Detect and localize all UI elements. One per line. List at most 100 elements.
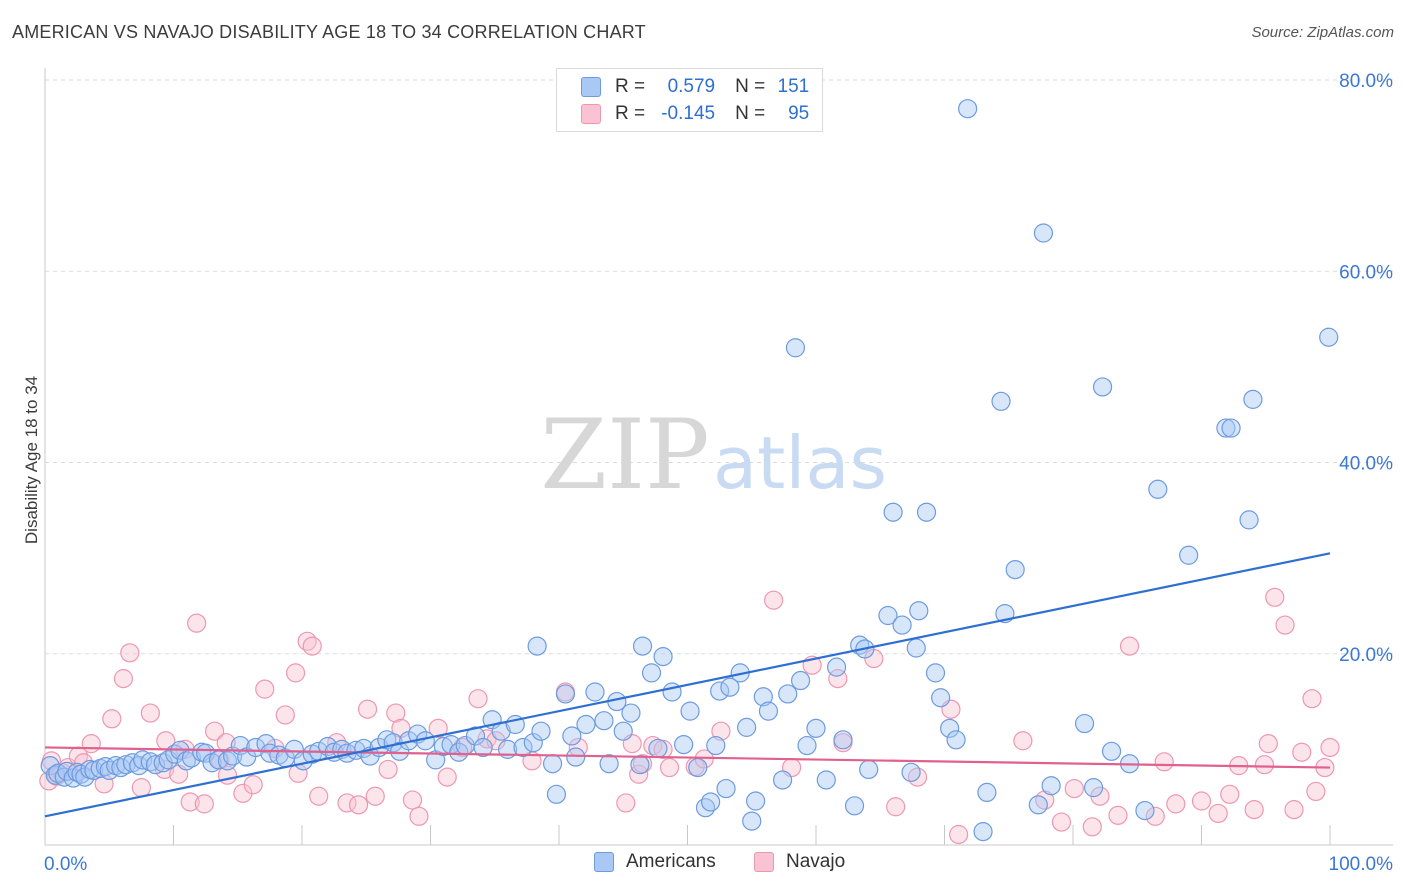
bottom-legend-americans-label: Americans bbox=[626, 851, 716, 872]
navajo-point-84 bbox=[1166, 794, 1186, 814]
navajo-point-87 bbox=[1220, 784, 1240, 804]
americans-point-103 bbox=[742, 811, 762, 831]
navajo-point-9 bbox=[102, 709, 122, 729]
navajo-point-99 bbox=[1320, 737, 1340, 758]
navajo-point-27 bbox=[255, 679, 275, 699]
americans-point-70 bbox=[513, 737, 533, 758]
americans-point-75 bbox=[546, 784, 567, 804]
y-tick-label-1: 40.0% bbox=[1339, 454, 1393, 475]
americans-point-90 bbox=[653, 647, 673, 667]
navajo-point-58 bbox=[643, 735, 663, 756]
americans-point-139 bbox=[1041, 776, 1061, 796]
americans-point-36 bbox=[246, 737, 266, 758]
americans-point-89 bbox=[648, 738, 668, 759]
navajo-swatch bbox=[581, 104, 601, 124]
navajo-point-70 bbox=[886, 797, 906, 817]
americans-point-65 bbox=[473, 737, 493, 758]
americans-point-102 bbox=[737, 717, 757, 737]
navajo-trend-line bbox=[44, 746, 1331, 769]
americans-point-120 bbox=[878, 605, 898, 626]
americans-point-73 bbox=[531, 721, 551, 741]
americans-point-130 bbox=[946, 730, 966, 750]
navajo-point-44 bbox=[409, 806, 429, 826]
americans-point-71 bbox=[523, 733, 543, 753]
navajo-point-93 bbox=[1275, 615, 1295, 635]
navajo-point-7 bbox=[81, 734, 101, 754]
watermark-zip: ZIP bbox=[540, 399, 709, 511]
source-label: Source: ZipAtlas.com bbox=[1251, 24, 1394, 41]
navajo-point-43 bbox=[402, 790, 423, 810]
americans-point-37 bbox=[256, 734, 276, 754]
navajo-points bbox=[39, 587, 1340, 845]
navajo-point-81 bbox=[1119, 636, 1140, 656]
americans-point-76 bbox=[555, 684, 576, 704]
navajo-point-41 bbox=[386, 703, 406, 723]
americans-point-109 bbox=[785, 338, 806, 358]
chart-title: AMERICAN VS NAVAJO DISABILITY AGE 18 TO … bbox=[12, 22, 646, 42]
navajo-point-26 bbox=[243, 775, 263, 795]
watermark-atlas: atlas bbox=[713, 421, 887, 505]
americans-point-79 bbox=[576, 714, 596, 735]
bottom-legend-navajo-label: Navajo bbox=[786, 851, 846, 872]
americans-point-136 bbox=[1005, 559, 1025, 580]
americans-point-21 bbox=[145, 755, 166, 775]
legend-n-label-americans: N = bbox=[735, 76, 766, 97]
americans-point-107 bbox=[772, 770, 793, 790]
navajo-point-18 bbox=[180, 792, 200, 812]
americans-point-125 bbox=[909, 601, 929, 621]
navajo-point-97 bbox=[1306, 781, 1326, 802]
americans-point-64 bbox=[465, 726, 486, 746]
americans-point-74 bbox=[542, 754, 563, 774]
legend-n-label-navajo: N = bbox=[735, 103, 766, 124]
americans-swatch bbox=[581, 77, 601, 97]
americans-point-72 bbox=[527, 636, 547, 656]
navajo-point-39 bbox=[365, 786, 385, 806]
americans-point-94 bbox=[688, 757, 708, 778]
americans-point-26 bbox=[176, 751, 196, 771]
navajo-point-85 bbox=[1191, 791, 1212, 811]
americans-point-100 bbox=[720, 677, 740, 697]
americans-point-110 bbox=[790, 670, 811, 691]
navajo-point-89 bbox=[1244, 800, 1264, 820]
americans-point-114 bbox=[826, 657, 847, 677]
navajo-point-30 bbox=[285, 663, 306, 683]
navajo-point-45 bbox=[428, 718, 448, 738]
navajo-point-64 bbox=[763, 590, 784, 610]
americans-point-85 bbox=[621, 703, 641, 723]
americans-point-81 bbox=[594, 711, 614, 731]
americans-point-12 bbox=[95, 756, 115, 777]
navajo-point-54 bbox=[616, 793, 636, 813]
navajo-point-34 bbox=[309, 786, 329, 806]
americans-point-122 bbox=[892, 615, 912, 635]
americans-point-80 bbox=[585, 682, 605, 702]
y-tick-label-2: 60.0% bbox=[1339, 262, 1393, 283]
navajo-point-11 bbox=[120, 643, 140, 663]
navajo-point-95 bbox=[1292, 742, 1312, 762]
americans-point-33 bbox=[223, 746, 243, 766]
navajo-point-40 bbox=[378, 759, 398, 780]
americans-trend-line bbox=[44, 552, 1331, 818]
americans-point-84 bbox=[613, 721, 633, 741]
navajo-point-20 bbox=[194, 794, 214, 814]
navajo-point-90 bbox=[1254, 755, 1275, 775]
americans-point-88 bbox=[641, 663, 662, 683]
navajo-point-13 bbox=[140, 703, 160, 723]
americans-point-146 bbox=[1148, 479, 1168, 499]
americans-point-104 bbox=[746, 791, 766, 811]
navajo-point-38 bbox=[357, 699, 378, 719]
navajo-point-96 bbox=[1302, 689, 1322, 709]
legend-row-navajo: R = -0.145 N = 95 bbox=[581, 101, 809, 127]
americans-point-138 bbox=[1033, 223, 1054, 243]
americans-point-143 bbox=[1101, 741, 1122, 761]
navajo-legend-swatch bbox=[754, 852, 774, 872]
americans-point-133 bbox=[977, 782, 997, 803]
americans-point-93 bbox=[680, 701, 700, 721]
americans-point-131 bbox=[958, 99, 978, 119]
americans-point-147 bbox=[1179, 545, 1199, 565]
americans-legend-swatch bbox=[594, 852, 614, 872]
americans-point-149 bbox=[1221, 418, 1241, 438]
bottom-legend-navajo: Navajo bbox=[754, 851, 845, 873]
americans-point-132 bbox=[973, 822, 993, 842]
bottom-legend: Americans Navajo bbox=[0, 851, 1406, 879]
